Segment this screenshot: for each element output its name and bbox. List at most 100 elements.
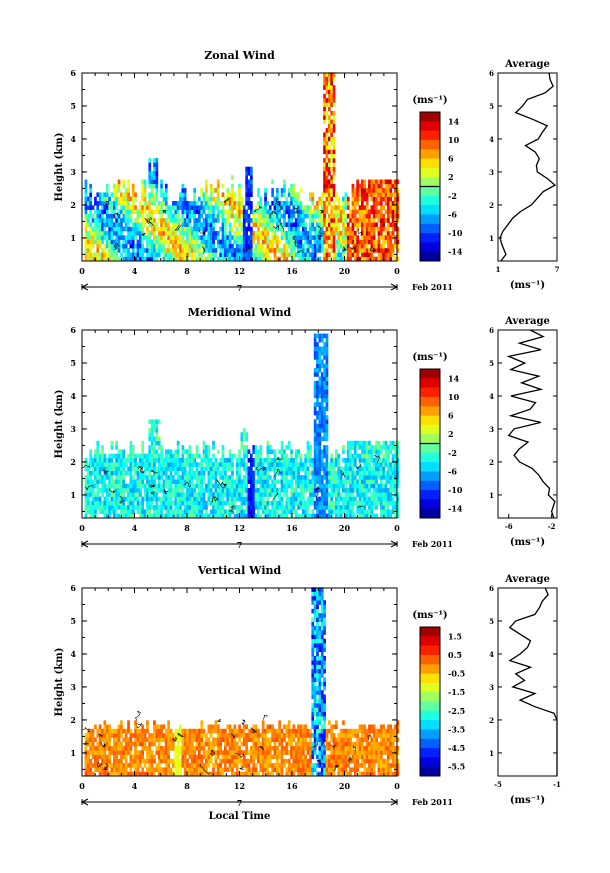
heatmap-cell [361, 445, 364, 450]
heatmap-cell [342, 488, 345, 493]
heatmap-cell [264, 196, 267, 202]
heatmap-cell [169, 209, 173, 215]
heatmap-cell [247, 188, 251, 193]
panel-title: Meridional Wind [188, 306, 292, 319]
heatmap-cell [271, 222, 274, 227]
heatmap-cell [134, 767, 137, 772]
heatmap-cell [143, 737, 147, 742]
heatmap-cell [337, 222, 341, 227]
heatmap-cell [394, 243, 397, 249]
heatmap-cell [287, 192, 291, 197]
heatmap-cell [391, 222, 395, 227]
heatmap-cell [162, 243, 166, 249]
heatmap-cell [153, 179, 156, 185]
heatmap-cell [164, 222, 168, 227]
heatmap-cell [318, 440, 322, 446]
heatmap-cell [160, 453, 163, 459]
heatmap-cell [283, 209, 286, 215]
heatmap-cell [351, 188, 355, 193]
heatmap-cell [247, 248, 251, 253]
heatmap-cell [172, 741, 175, 747]
heatmap-cell [176, 453, 180, 459]
heatmap-cell [240, 213, 244, 219]
heatmap-cell [313, 475, 317, 480]
heatmap-cell [368, 479, 371, 484]
heatmap-cell [351, 440, 355, 446]
heatmap-cell [164, 231, 168, 236]
heatmap-cell [117, 256, 121, 262]
heatmap-cell [153, 158, 156, 163]
heatmap-cell [195, 496, 199, 502]
heatmap-cell [167, 248, 170, 253]
heatmap-cell [124, 505, 128, 510]
heatmap-cell [268, 445, 272, 450]
heatmap-cell [167, 479, 170, 484]
heatmap-cell [172, 213, 175, 219]
heatmap-cell [141, 226, 144, 232]
heatmap-cell [143, 763, 147, 768]
heatmap-cell [87, 750, 90, 755]
heatmap-cell [131, 505, 135, 510]
heatmap-cell [287, 235, 291, 240]
heatmap-cell [141, 496, 144, 502]
heatmap-cell [375, 179, 378, 185]
heatmap-cell [375, 183, 378, 189]
heatmap-cell [117, 248, 121, 253]
heatmap-cell [228, 449, 232, 454]
heatmap-cell [379, 488, 383, 493]
heatmap-cell [167, 252, 170, 257]
heatmap-cell [84, 754, 88, 760]
heatmap-cell [136, 492, 140, 497]
heatmap-cell [266, 226, 270, 232]
heatmap-cell [389, 492, 393, 497]
heatmap-cell [344, 505, 348, 510]
heatmap-cell [103, 733, 107, 738]
heatmap-cell [113, 256, 116, 262]
heatmap-cell [105, 222, 109, 227]
heatmap-cell [344, 470, 348, 476]
heatmap-cell [174, 750, 178, 755]
heatmap-cell [101, 458, 104, 463]
heatmap-cell [323, 513, 326, 519]
heatmap-cell [155, 763, 159, 768]
heatmap-cell [384, 492, 388, 497]
heatmap-cell [268, 458, 272, 463]
heatmap-cell [349, 475, 352, 480]
heatmap-cell [242, 226, 246, 232]
heatmap-cell [181, 252, 185, 257]
heatmap-cell [117, 500, 121, 506]
heatmap-cell [382, 492, 385, 497]
heatmap-cell [98, 196, 102, 202]
heatmap-cell [113, 213, 116, 219]
heatmap-cell [209, 488, 213, 493]
heatmap-cell [94, 462, 97, 467]
heatmap-cell [198, 488, 201, 493]
heatmap-cell [389, 440, 393, 446]
heatmap-cell [183, 226, 187, 232]
heatmap-cell [172, 248, 175, 253]
heatmap-cell [292, 226, 296, 232]
heatmap-cell [330, 453, 333, 459]
heatmap-cell [198, 505, 201, 510]
heatmap-cell [84, 188, 88, 193]
heatmap-cell [110, 248, 114, 253]
heatmap-cell [304, 213, 307, 219]
colorbar-segment [420, 462, 440, 472]
heatmap-cell [89, 488, 92, 493]
heatmap-cell [179, 475, 182, 480]
heatmap-cell [115, 205, 118, 210]
heatmap-cell [268, 488, 272, 493]
heatmap-cell [212, 243, 215, 249]
heatmap-cell [183, 201, 187, 206]
heatmap-cell [346, 475, 350, 480]
heatmap-cell [271, 505, 274, 510]
heatmap-cell [200, 500, 204, 506]
heatmap-cell [368, 248, 371, 253]
heatmap-cell [195, 256, 199, 262]
heatmap-cell [103, 500, 107, 506]
heatmap-cell [396, 188, 400, 193]
heatmap-cell [216, 488, 220, 493]
heatmap-cell [247, 505, 251, 510]
heatmap-cell [292, 492, 296, 497]
heatmap-cell [323, 235, 326, 240]
